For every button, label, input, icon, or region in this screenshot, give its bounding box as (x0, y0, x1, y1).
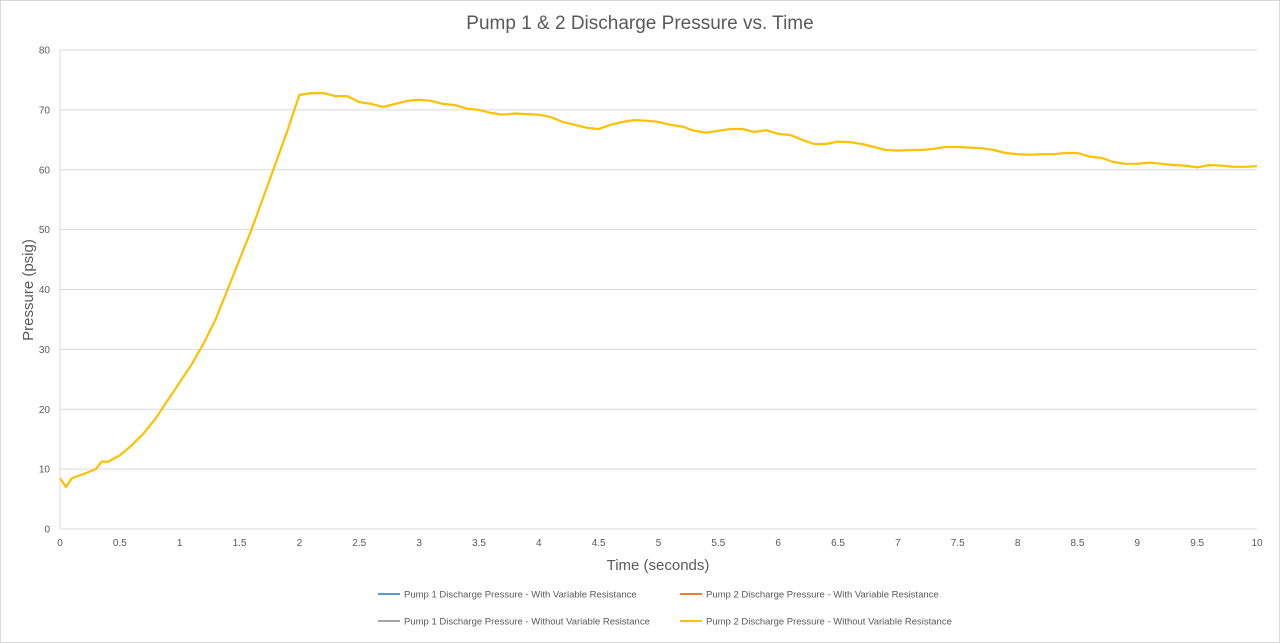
x-tick-label: 7.5 (951, 538, 965, 549)
x-tick-label: 5 (656, 538, 662, 549)
y-tick-label: 80 (39, 46, 51, 57)
series-line-4 (59, 92, 1258, 489)
x-tick-label: 3 (416, 538, 422, 549)
y-tick-label: 10 (39, 465, 51, 476)
legend-entry: Pump 1 Discharge Pressure - Without Vari… (378, 617, 650, 628)
x-tick-label: 5.5 (711, 538, 725, 549)
legend-label: Pump 1 Discharge Pressure - Without Vari… (404, 617, 650, 628)
x-tick-label: 4 (536, 538, 542, 549)
legend-entry: Pump 2 Discharge Pressure - With Variabl… (680, 590, 939, 601)
x-tick-label: 4.5 (592, 538, 606, 549)
x-tick-label: 6 (775, 538, 781, 549)
x-tick-label: 7 (895, 538, 901, 549)
legend-label: Pump 1 Discharge Pressure - With Variabl… (404, 590, 637, 601)
x-tick-label: 1.5 (233, 538, 247, 549)
y-tick-label: 50 (39, 225, 51, 236)
x-tick-label: 2.5 (352, 538, 366, 549)
y-tick-label: 20 (39, 405, 51, 416)
legend-entry: Pump 1 Discharge Pressure - With Variabl… (378, 590, 637, 601)
y-tick-label: 0 (44, 525, 50, 536)
x-tick-label: 10 (1251, 538, 1263, 549)
x-tick-label: 9 (1135, 538, 1141, 549)
x-tick-label: 2 (297, 538, 303, 549)
y-tick-label: 40 (39, 285, 51, 296)
legend-label: Pump 2 Discharge Pressure - Without Vari… (706, 617, 952, 628)
x-axis-label: Time (seconds) (607, 557, 710, 574)
x-tick-label: 1 (177, 538, 183, 549)
x-tick-label: 3.5 (472, 538, 486, 549)
x-tick-label: 8.5 (1070, 538, 1084, 549)
legend-entry: Pump 2 Discharge Pressure - Without Vari… (680, 617, 952, 628)
x-tick-label: 6.5 (831, 538, 845, 549)
x-tick-label: 9.5 (1190, 538, 1204, 549)
legend-label: Pump 2 Discharge Pressure - With Variabl… (706, 590, 939, 601)
x-tick-label: 0 (57, 538, 63, 549)
x-tick-label: 8 (1015, 538, 1021, 549)
y-tick-label: 30 (39, 345, 51, 356)
y-tick-label: 70 (39, 105, 51, 116)
y-tick-label: 60 (39, 165, 51, 176)
x-tick-label: 0.5 (113, 538, 127, 549)
y-axis-label: Pressure (psig) (20, 239, 37, 341)
chart-title: Pump 1 & 2 Discharge Pressure vs. Time (466, 13, 813, 34)
